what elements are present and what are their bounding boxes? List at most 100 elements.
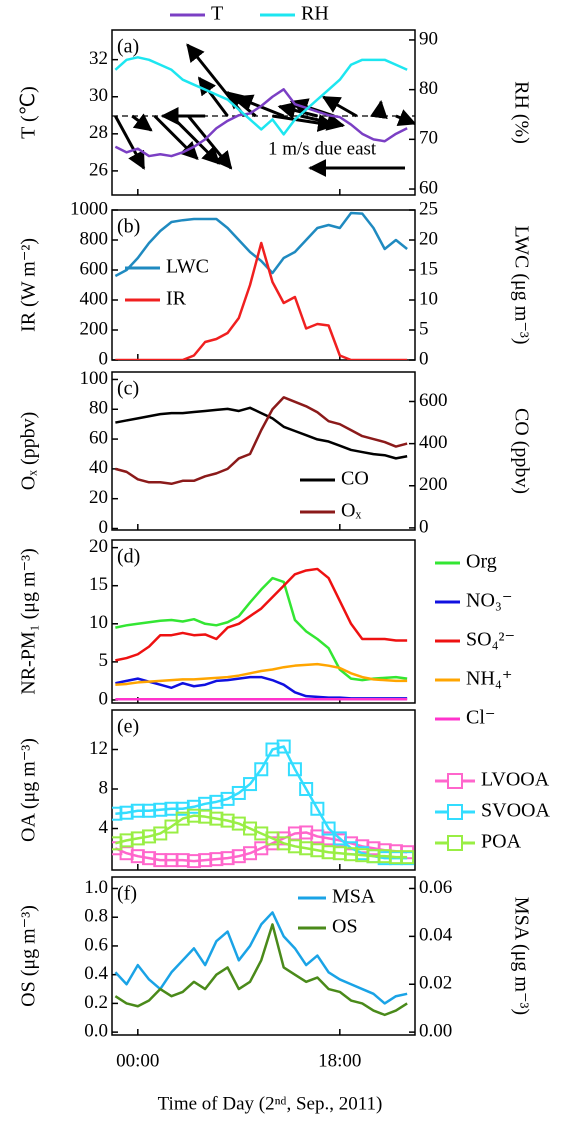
y2-tick-label: 0.04: [419, 925, 453, 946]
y-tick-label: 40: [89, 457, 108, 478]
y-tick-label: 20: [89, 487, 108, 508]
legend-label: NO₃⁻: [466, 590, 512, 612]
y-tick-label: 8: [99, 777, 109, 798]
data-marker: [321, 821, 336, 836]
y-tick-label: 1000: [70, 198, 108, 219]
series-line: [115, 396, 408, 486]
plot-area: [112, 43, 415, 170]
data-marker: [287, 762, 302, 777]
y-tick-label: 100: [80, 368, 109, 389]
y2-axis-title: MSA (μg m⁻³): [510, 897, 532, 1015]
y-tick-label: 15: [89, 574, 108, 595]
y2-tick-label: 15: [419, 258, 438, 279]
data-marker: [112, 841, 123, 856]
plot-area: [114, 211, 408, 360]
y-tick-label: 60: [89, 427, 108, 448]
data-marker: [243, 777, 258, 792]
plot-area: [115, 396, 408, 486]
plot-area: [112, 739, 415, 869]
series-line: [114, 911, 408, 1005]
series-line: [115, 567, 408, 662]
legend-label: T: [211, 3, 223, 25]
series-line: [114, 88, 408, 158]
y-tick-label: 0.0: [84, 1020, 108, 1041]
legend-marker: [447, 773, 463, 789]
series-line: [115, 406, 408, 460]
y-tick-label: 12: [89, 738, 108, 759]
wind-arrow: [300, 113, 346, 131]
data-marker: [400, 850, 415, 865]
panel-frame: [111, 371, 416, 531]
legend-label: LWC: [166, 256, 209, 278]
data-marker: [254, 762, 269, 777]
panel-label: (c): [117, 378, 139, 400]
y-tick-label: 400: [80, 288, 109, 309]
panel-label: (f): [117, 883, 137, 905]
legend-marker: [447, 804, 463, 820]
y2-tick-label: 0: [419, 348, 429, 369]
plot-area: [115, 567, 408, 701]
y-tick-label: 30: [89, 85, 108, 106]
wind-arrow: [395, 109, 415, 126]
legend-label: Org: [466, 551, 497, 573]
series-line: [114, 831, 408, 863]
y-tick-label: 4: [99, 817, 109, 838]
y-tick-label: 0: [99, 517, 109, 538]
y-tick-label: 10: [89, 612, 108, 633]
wind-arrow: [197, 76, 229, 117]
y-tick-label: 0.4: [84, 963, 108, 984]
series-line: [115, 241, 408, 360]
series-line: [114, 923, 408, 1017]
y-axis-title: OS (μg m⁻³): [18, 905, 40, 1007]
data-marker: [231, 785, 246, 800]
legend-label: SO₄²⁻: [466, 629, 515, 651]
y-axis-title: T (℃): [18, 86, 40, 139]
y-tick-label: 28: [89, 122, 108, 143]
y-tick-label: 80: [89, 398, 108, 419]
legend-marker: [447, 835, 463, 851]
y2-tick-label: 200: [419, 474, 448, 495]
data-marker: [276, 739, 291, 754]
y-axis-title: NR-PM₁ (μg m⁻³): [18, 548, 40, 694]
y-tick-label: 0: [99, 348, 109, 369]
y2-tick-label: 60: [419, 177, 438, 198]
y-axis-title: Oₓ (ppbv): [18, 412, 40, 491]
y2-axis-title: LWC (μg m⁻³): [510, 225, 532, 344]
y-axis-title: IR (W m⁻²): [18, 238, 40, 332]
series-line: [115, 745, 408, 860]
panel-frame: [111, 209, 416, 361]
legend-label: NH₄⁺: [466, 668, 512, 690]
legend-label: IR: [166, 288, 187, 310]
panel-label: (e): [117, 716, 139, 738]
legend-label: Oₓ: [341, 500, 361, 522]
panel-frame: [111, 709, 416, 871]
y2-axis-title: CO (ppbv): [510, 408, 532, 494]
legend-label: OS: [332, 916, 358, 938]
y-tick-label: 32: [89, 48, 108, 69]
data-marker: [164, 819, 179, 834]
wind-arrow: [131, 113, 153, 132]
wind-arrow: [187, 115, 233, 170]
legend-label: CO: [341, 468, 369, 490]
data-marker: [299, 782, 314, 797]
data-marker: [310, 801, 325, 816]
x-tick-label: 00:00: [116, 1050, 159, 1071]
y-tick-label: 0: [99, 688, 109, 709]
wind-arrow: [369, 99, 388, 119]
y2-tick-label: 20: [419, 228, 438, 249]
x-tick-label: 18:00: [318, 1050, 361, 1071]
y2-axis-title: RH (%): [510, 81, 532, 144]
plot-area: [114, 911, 408, 1017]
legend-label: POA: [481, 831, 522, 853]
y2-tick-label: 10: [419, 288, 438, 309]
panel-label: (a): [117, 36, 139, 58]
wind-arrow: [170, 114, 221, 165]
y2-tick-label: 0: [419, 516, 429, 537]
legend-label: Cl⁻: [466, 707, 495, 729]
y-tick-label: 0.2: [84, 992, 108, 1013]
y2-tick-label: 90: [419, 28, 438, 49]
series-line: [114, 211, 408, 278]
y-tick-label: 5: [99, 650, 109, 671]
panel-frame: [111, 876, 416, 1036]
